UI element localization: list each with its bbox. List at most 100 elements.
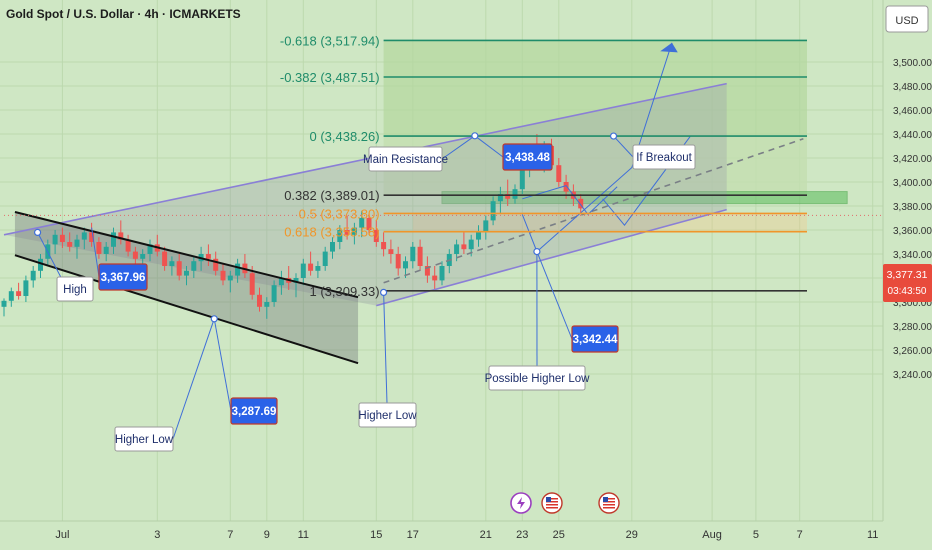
candle-body	[140, 254, 146, 259]
annotation-pointer	[213, 318, 232, 412]
fib-level-label: 0 (3,438.26)	[309, 129, 379, 144]
price-callout-box	[98, 263, 148, 291]
note-callout-box	[114, 426, 174, 452]
candle-body	[271, 285, 277, 302]
time-tick-label: 25	[553, 529, 565, 541]
price-tick-label: 3,280.00	[893, 322, 932, 333]
candle-body	[578, 198, 584, 209]
note-callout-box	[632, 144, 696, 170]
candle-body	[191, 261, 197, 271]
note-callout-text: High	[63, 284, 87, 296]
flag-canton	[603, 497, 608, 502]
candle-body	[497, 194, 503, 202]
candle-body	[169, 261, 175, 266]
candle-body	[505, 194, 511, 199]
price-tick-label: 3,500.00	[893, 58, 932, 69]
time-tick-label: 23	[516, 529, 528, 541]
candle-body	[125, 239, 131, 252]
currency-box[interactable]	[885, 5, 929, 33]
time-axis-panel[interactable]	[0, 521, 932, 550]
candle-body	[132, 251, 138, 259]
candle-body	[403, 261, 408, 269]
annotation-pointer	[172, 318, 215, 440]
candle-body	[147, 244, 153, 254]
time-tick-label: 9	[264, 529, 270, 541]
note-callout-text: Possible Higher Low	[485, 373, 591, 385]
anchor-point	[33, 228, 42, 236]
candle-body	[388, 249, 394, 254]
candle-body	[111, 232, 116, 247]
candle-body	[118, 232, 124, 240]
price-callout-box	[230, 397, 278, 425]
price-tick-label: 3,420.00	[893, 154, 932, 165]
time-tick-label: Aug	[702, 529, 722, 541]
candle-body	[468, 239, 474, 250]
us-flag-icon	[541, 492, 563, 514]
flag-canton	[546, 497, 551, 502]
candle-body	[330, 242, 335, 252]
price-tick-label: 3,260.00	[893, 346, 932, 357]
candle-body	[344, 230, 350, 235]
note-callout-text: Higher Low	[115, 434, 174, 446]
candle-body	[395, 254, 401, 269]
candle-body	[490, 201, 496, 221]
candle-body	[8, 291, 14, 301]
fib-level-label: 0.618 (3,358.58)	[284, 225, 379, 240]
channel-lower-line	[376, 208, 727, 307]
candle-body	[308, 263, 314, 271]
price-tag-countdown: 03:43:50	[888, 286, 927, 297]
candle-body	[96, 242, 102, 254]
anchor-point	[471, 132, 479, 140]
annotation-pointer	[383, 292, 388, 404]
candle-body	[184, 270, 189, 276]
candle-body	[454, 244, 460, 254]
candle-body	[417, 246, 423, 266]
fib-levels: -0.618 (3,517.94) -0.382 (3,487.51) 0 (3,4…	[280, 33, 807, 299]
note-callout-text: Main Resistance	[363, 154, 448, 166]
candle-body	[205, 254, 211, 259]
channel-upper-line	[3, 82, 727, 236]
price-tick-label: 3,380.00	[893, 202, 932, 213]
candle-body	[213, 258, 219, 271]
time-tick-label: 15	[370, 529, 382, 541]
time-tick-label: 7	[227, 529, 233, 541]
candle-body	[278, 278, 284, 286]
anchor-point	[533, 248, 541, 256]
fib-level-label: -0.382 (3,487.51)	[280, 70, 380, 85]
candle-body	[512, 189, 518, 199]
candle-body	[483, 220, 489, 233]
fib-level-label: 1 (3,309.33)	[309, 284, 379, 299]
candle-body	[432, 275, 438, 281]
current-price-tag: 3,377.31 03:43:50	[883, 264, 932, 302]
candle-body	[81, 232, 87, 240]
time-axis[interactable]: Jul 3 7 9 11 15 17 21 23 25 29 Aug 5 7 11	[55, 529, 878, 541]
candle-body	[461, 244, 467, 250]
candle-body	[366, 218, 372, 230]
flag-stripe	[603, 501, 615, 503]
price-axis[interactable]: 3,500.00 3,480.00 3,460.00 3,440.00 3,420.00…	[893, 58, 932, 381]
candle-body	[439, 266, 445, 281]
candle-body	[337, 230, 343, 242]
projection-path-b	[521, 42, 673, 253]
anchor-point	[210, 315, 218, 323]
event-icons	[510, 492, 620, 514]
candle-body	[1, 300, 7, 307]
candle-body	[38, 258, 43, 271]
candle-body	[315, 266, 321, 271]
time-tick-label: 17	[407, 529, 419, 541]
candle-body	[74, 239, 80, 247]
candle-body	[381, 242, 387, 250]
target-zone	[383, 40, 807, 137]
time-tick-label: 29	[626, 529, 638, 541]
candle-body	[176, 261, 182, 276]
us-flag-icon	[598, 492, 620, 514]
time-tick-label: 5	[753, 529, 759, 541]
chart-title: Gold Spot / U.S. Dollar · 4h · ICMARKETS	[6, 7, 241, 21]
fib-level-label: 0.382 (3,389.01)	[284, 188, 379, 203]
upper-retracement-zone	[383, 136, 807, 196]
time-tick-label: 11	[298, 529, 309, 541]
annotation-pointer	[536, 251, 573, 340]
candle-body	[264, 302, 270, 307]
candle-body	[476, 232, 481, 240]
